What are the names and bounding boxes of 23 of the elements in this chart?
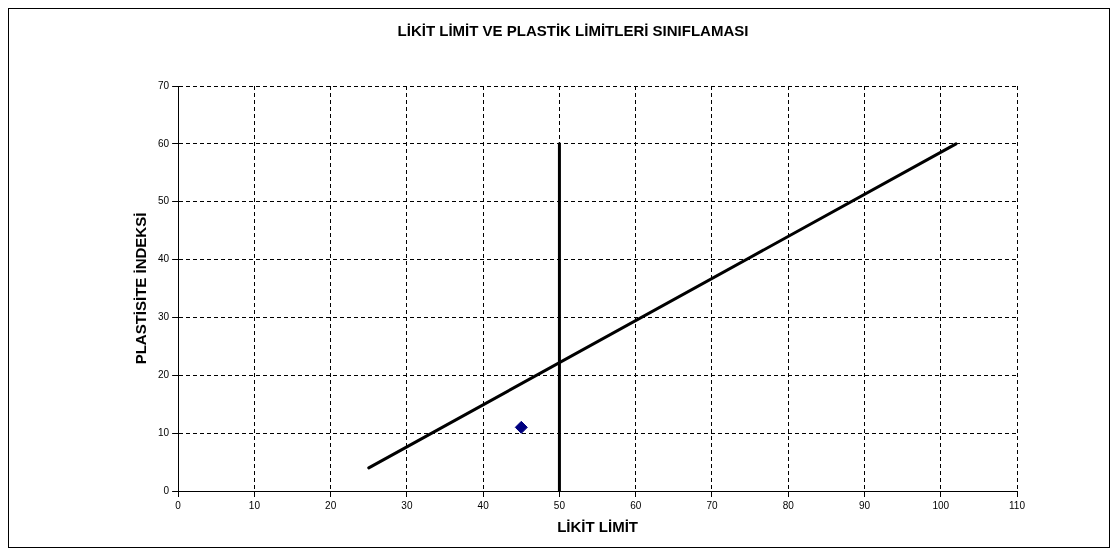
x-tick-label: 10	[248, 499, 261, 511]
x-axis-title: LİKİT LİMİT	[557, 518, 638, 536]
x-tick-label: 100	[932, 499, 950, 511]
y-tick-label: 30	[158, 311, 170, 323]
x-tick-label: 70	[706, 499, 718, 511]
x-tick-label: 0	[175, 499, 182, 511]
y-tick-label: 10	[158, 426, 170, 438]
x-tick-label: 80	[782, 499, 795, 511]
x-tick-label: 40	[477, 499, 490, 511]
x-tick-label: 30	[401, 499, 413, 511]
y-tick-label: 50	[158, 195, 170, 207]
y-tick-label: 20	[158, 369, 170, 381]
y-tick-label: 60	[158, 137, 170, 149]
x-tick-label: 20	[325, 499, 337, 511]
x-tick-label: 110	[1009, 499, 1026, 511]
y-axis-title: PLASTİSİTE İNDEKSİ	[132, 212, 150, 365]
x-tick-label: 90	[858, 499, 871, 511]
x-tick-label: 50	[553, 499, 566, 511]
y-tick-label: 0	[163, 484, 170, 496]
x-tick-label: 60	[630, 499, 642, 511]
y-tick-label: 70	[158, 79, 170, 91]
chart-title: LİKİT LİMİT VE PLASTİK LİMİTLERİ SINIFLAMASI	[397, 22, 749, 40]
y-tick-label: 40	[158, 253, 170, 265]
